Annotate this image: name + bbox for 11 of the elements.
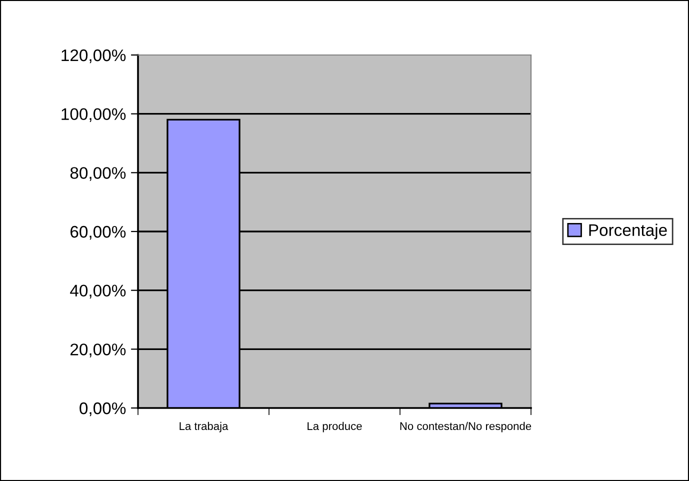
y-tick-label: 0,00% bbox=[80, 402, 126, 416]
x-tick-label: La produce bbox=[308, 422, 362, 432]
legend-label: Porcentaje bbox=[589, 224, 667, 240]
y-tick-label: 80,00% bbox=[70, 167, 126, 181]
y-tick-label: 100,00% bbox=[62, 108, 126, 122]
y-tick-label: 60,00% bbox=[70, 226, 126, 240]
x-tick-label: No contestan/No responde bbox=[400, 422, 532, 432]
y-tick-label: 40,00% bbox=[70, 284, 126, 299]
y-tick-label: 120,00% bbox=[62, 49, 126, 64]
y-tick-label: 20,00% bbox=[70, 344, 126, 358]
x-tick-label: La trabaja bbox=[180, 422, 228, 432]
